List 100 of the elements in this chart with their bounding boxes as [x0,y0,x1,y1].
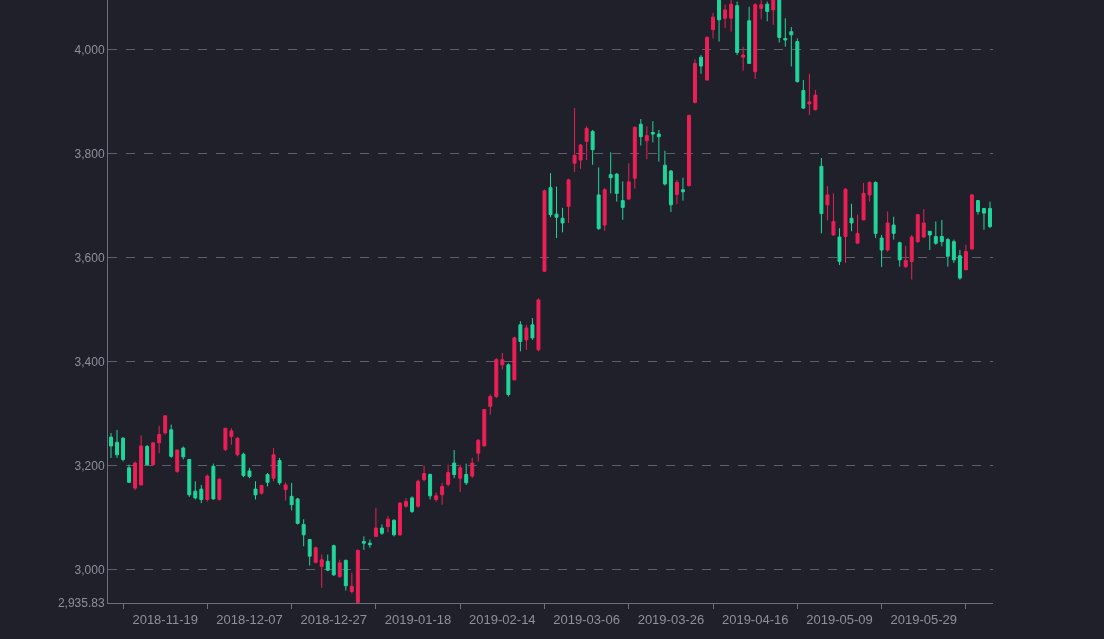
candlestick [608,151,613,194]
candlestick [656,129,661,163]
candlestick [783,17,788,48]
x-tick-label: 2019-04-16 [721,611,789,627]
y-tick-label: 2,935.83 [57,596,105,611]
candlestick [283,481,288,502]
y-tick-label: 3,000 [74,562,105,577]
candlestick [771,0,776,26]
x-tick-label: 2019-02-14 [469,611,536,627]
candlestick [361,535,366,551]
candlestick [536,297,541,352]
candlestick [759,0,764,20]
candlestick [151,441,156,467]
candlestick [428,472,433,500]
candlestick [915,214,920,244]
candlestick [271,447,276,482]
candlestick [127,464,132,484]
candlestick [458,464,463,493]
candlestick [446,464,451,487]
y-tick-label: 3,400 [74,354,105,369]
candlestick [602,187,607,232]
candlestick [717,0,722,43]
candlestick [416,479,421,509]
candlestick [115,429,120,459]
candlestick [295,497,300,525]
candlestick [795,37,800,84]
candlestick [735,1,740,56]
x-tick-label: 2019-03-06 [553,611,620,627]
candlestick [693,58,697,104]
candlestick [175,449,180,474]
x-tick-label: 2019-05-09 [806,611,873,627]
candlestick [957,249,962,281]
candlestick [349,572,354,595]
candlestick [566,178,571,224]
candlestick [205,474,210,503]
x-tick-label: 2018-11-19 [132,611,198,627]
candlestick [193,480,198,500]
candlestick [927,230,932,251]
candlestick [632,125,637,190]
candlestick [187,458,192,498]
candlestick [482,408,487,447]
x-tick-label: 2019-05-29 [890,611,958,627]
candlestick [686,114,691,188]
candlestick [355,548,360,603]
candlestick [729,0,734,33]
candlestick [789,26,794,68]
candlestick [891,216,896,241]
candlestick [849,203,854,232]
candlestick [668,169,673,213]
candlestick [343,559,348,591]
candlestick [975,199,980,216]
candlestick [819,157,824,234]
candlestick [313,546,318,564]
candlestick [963,244,968,271]
candlestick [512,336,517,381]
candlestick [121,436,126,463]
candlestick [699,54,703,75]
candlestick [488,393,493,416]
candlestick [921,208,926,239]
x-tick-label: 2019-03-26 [637,611,705,627]
x-tick-label: 2018-12-07 [216,611,283,627]
candlestick [163,415,168,436]
candlestick [133,461,138,491]
candlestick [747,6,752,65]
candlestick [542,189,547,273]
candlestick [109,432,113,459]
candlestick [139,435,144,486]
candlestick [476,438,481,463]
candlestick [969,193,974,251]
candlestick [705,35,710,82]
candlestick [289,482,294,511]
candlestick [741,46,746,72]
x-tick-label: 2019-01-18 [384,611,452,627]
candlestick [837,227,842,266]
candlestick [404,497,408,509]
candlestick [596,166,601,231]
candlestick [765,1,770,22]
candlestick [981,207,986,231]
candlestick [945,237,950,268]
candlestick [217,477,222,502]
candlestick [398,501,402,537]
candlestick [524,324,529,351]
candlestick [301,518,306,547]
candlestick [410,495,415,514]
candlestick [951,239,956,264]
candlestick [831,192,836,237]
candlestick [464,463,469,486]
candlestick [626,162,631,201]
candlestick [650,120,655,143]
candlestick [277,457,282,486]
candlestick [265,472,270,487]
candlestick [644,125,649,160]
candlestick [873,180,878,239]
candlestick [506,362,511,398]
candlestick [391,518,396,537]
candlestick [988,201,992,229]
candlestick [674,179,679,205]
x-tick-label: 2018-12-27 [300,611,368,627]
candlestick [801,79,806,110]
y-tick-label: 3,600 [74,251,105,265]
